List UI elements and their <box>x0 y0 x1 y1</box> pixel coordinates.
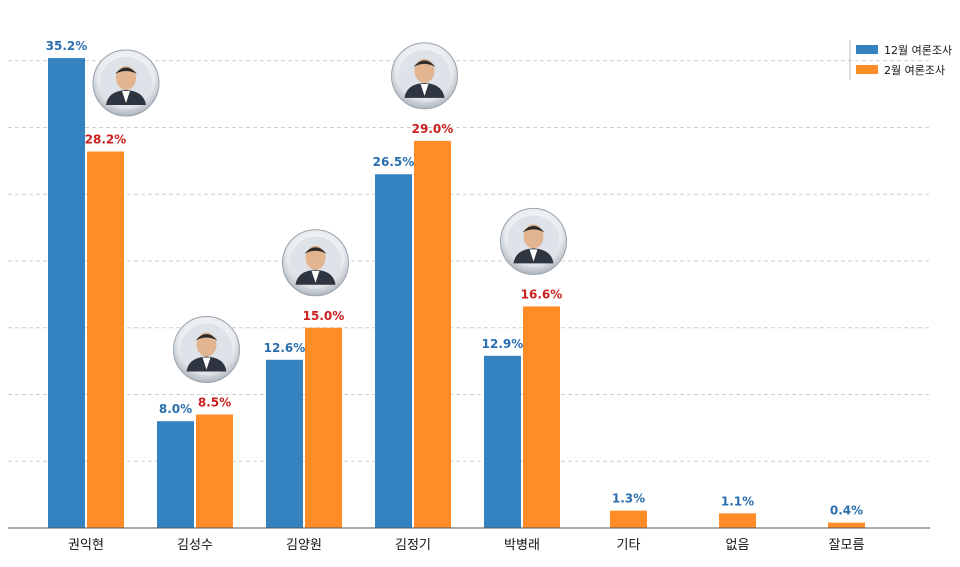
legend-swatch-series1 <box>856 45 878 54</box>
value-label-series2: 15.0% <box>303 309 345 323</box>
value-label-series1: 8.0% <box>159 402 192 416</box>
person-photo-icon <box>173 316 240 384</box>
bar-series2 <box>828 522 865 528</box>
person-photo-icon <box>92 49 160 117</box>
value-label-series2: 1.3% <box>612 492 645 506</box>
person-photo-icon <box>500 207 567 275</box>
value-label-series2: 28.2% <box>85 133 127 147</box>
category-label: 김성수 <box>177 538 213 553</box>
bar-series2 <box>610 510 647 528</box>
category-label: 잘모름 <box>829 538 865 553</box>
bar-series2 <box>523 306 560 528</box>
value-label-series1: 12.6% <box>264 341 306 355</box>
value-label-series2: 29.0% <box>412 122 454 136</box>
bar-series2 <box>719 513 756 528</box>
legend-label-series2: 2월 여론조사 <box>884 64 945 77</box>
category-label: 박병래 <box>504 538 540 553</box>
value-label-series1: 12.9% <box>482 337 524 351</box>
bar-series1 <box>375 174 412 528</box>
bars <box>48 58 865 529</box>
bar-series2 <box>87 151 124 528</box>
value-label-series2: 8.5% <box>198 396 231 410</box>
value-label-series2: 0.4% <box>830 504 863 518</box>
value-label-series2: 16.6% <box>521 287 563 301</box>
bar-series2 <box>196 414 233 528</box>
legend: 12월 여론조사 2월 여론조사 <box>849 40 952 80</box>
value-label-series2: 1.1% <box>721 494 754 508</box>
candidate-photos <box>92 42 567 384</box>
bar-series2 <box>414 140 451 528</box>
category-label: 없음 <box>726 538 750 553</box>
legend-swatch-series2 <box>856 65 878 74</box>
category-label: 기타 <box>617 538 641 553</box>
category-label: 김양원 <box>286 538 322 553</box>
category-label: 김정기 <box>395 538 431 553</box>
bar-series1 <box>157 421 194 528</box>
person-photo-icon <box>391 42 458 110</box>
category-label: 권익현 <box>68 538 104 553</box>
category-labels: 권익현 김성수 김양원 김정기 박병래 기타 없음 잘모름 <box>68 538 864 553</box>
person-photo-icon <box>282 229 349 297</box>
value-labels: 35.2% 28.2% 8.0% 8.5% 12.6% 15.0% 26.5% 29.0% 12… <box>46 39 863 518</box>
value-label-series1: 35.2% <box>46 39 88 53</box>
grid-lines <box>8 60 930 462</box>
value-label-series1: 26.5% <box>373 155 415 169</box>
bar-series1 <box>48 58 85 529</box>
bar-series2 <box>305 327 342 528</box>
legend-label-series1: 12월 여론조사 <box>884 44 952 57</box>
bar-series1 <box>484 355 521 528</box>
bar-series1 <box>266 359 303 528</box>
